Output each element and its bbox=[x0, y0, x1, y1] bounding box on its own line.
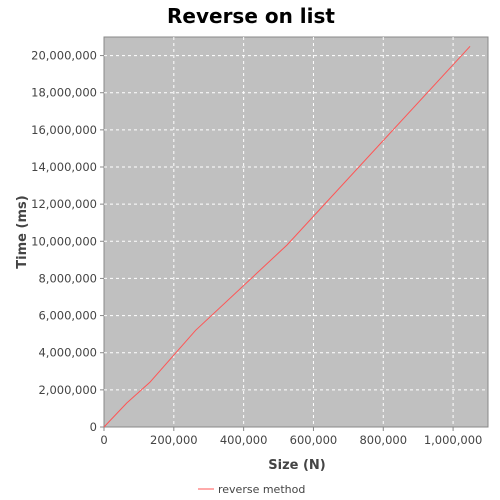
x-tick-label: 200,000 bbox=[150, 433, 198, 447]
y-tick-label: 2,000,000 bbox=[38, 383, 97, 397]
y-tick-label: 20,000,000 bbox=[31, 49, 97, 63]
x-tick-label: 1,000,000 bbox=[424, 433, 483, 447]
x-tick-label: 0 bbox=[100, 433, 107, 447]
y-tick-label: 18,000,000 bbox=[31, 86, 97, 100]
y-tick-label: 12,000,000 bbox=[31, 197, 97, 211]
y-tick-label: 0 bbox=[90, 420, 97, 434]
x-tick-label: 400,000 bbox=[220, 433, 268, 447]
legend-label-reverse-method: reverse method bbox=[218, 483, 305, 496]
y-tick-label: 10,000,000 bbox=[31, 234, 97, 248]
y-tick-label: 4,000,000 bbox=[38, 346, 97, 360]
y-tick-label: 16,000,000 bbox=[31, 123, 97, 137]
chart-title: Reverse on list bbox=[167, 4, 335, 28]
y-tick-label: 14,000,000 bbox=[31, 160, 97, 174]
y-axis-ticks: 0 2,000,000 4,000,000 6,000,000 8,000,000 10,… bbox=[31, 49, 104, 434]
y-tick-label: 8,000,000 bbox=[38, 271, 97, 285]
y-axis-label: Time (ms) bbox=[15, 195, 30, 268]
y-tick-label: 6,000,000 bbox=[38, 309, 97, 323]
x-axis-label: Size (N) bbox=[268, 458, 326, 473]
x-axis-ticks: 0 200,000 400,000 600,000 800,000 1,000,000 bbox=[100, 427, 482, 447]
x-tick-label: 600,000 bbox=[290, 433, 338, 447]
x-tick-label: 800,000 bbox=[359, 433, 407, 447]
legend: reverse method bbox=[198, 483, 305, 496]
